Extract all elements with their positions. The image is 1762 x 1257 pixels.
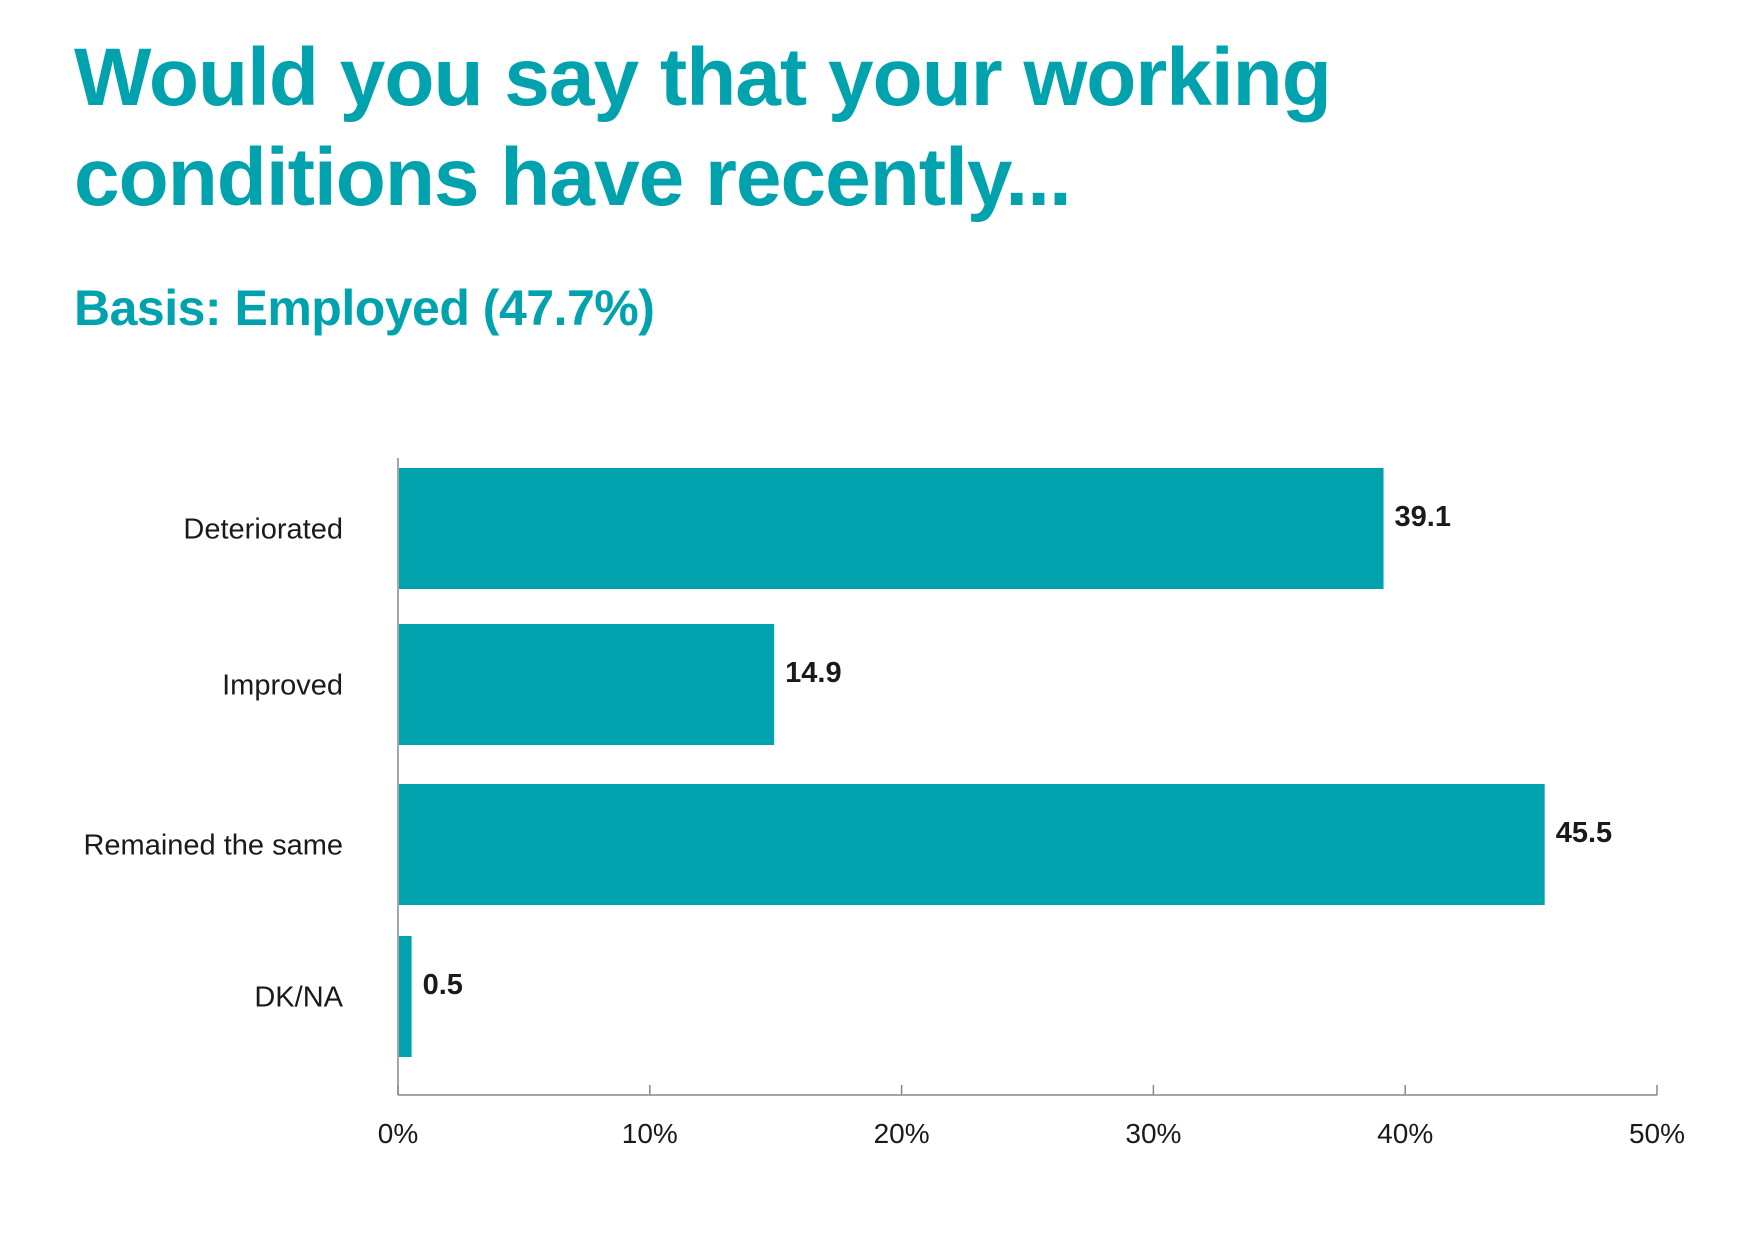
category-label: Remained the same — [83, 830, 343, 862]
value-label: 14.9 — [785, 657, 841, 689]
bars — [399, 468, 1545, 1057]
category-label: DK/NA — [254, 982, 343, 1014]
x-tick-label: 30% — [1125, 1118, 1181, 1149]
bar-deteriorated — [399, 468, 1384, 589]
x-tick-label: 40% — [1377, 1118, 1433, 1149]
value-labels: 39.1 14.9 45.5 0.5 — [423, 501, 1613, 1001]
chart-title: Would you say that your working conditio… — [74, 32, 1332, 223]
category-labels: Deteriorated Improved Remained the same DK/… — [83, 514, 343, 1014]
x-tick-label: 50% — [1629, 1118, 1685, 1149]
x-tick-label: 0% — [378, 1118, 418, 1149]
value-label: 45.5 — [1556, 817, 1612, 849]
value-label: 0.5 — [423, 969, 463, 1001]
x-tick-label: 20% — [874, 1118, 930, 1149]
chart-subtitle: Basis: Employed (47.7%) — [74, 280, 655, 336]
bar-remained-the-same — [399, 784, 1545, 905]
bar-improved — [399, 624, 775, 745]
category-label: Improved — [222, 670, 343, 702]
category-label: Deteriorated — [183, 514, 343, 546]
x-axis: 0% 10% 20% 30% 40% 50% — [378, 1085, 1685, 1149]
value-label: 39.1 — [1395, 501, 1451, 533]
bar-dk-na — [399, 936, 412, 1057]
x-tick-label: 10% — [622, 1118, 678, 1149]
